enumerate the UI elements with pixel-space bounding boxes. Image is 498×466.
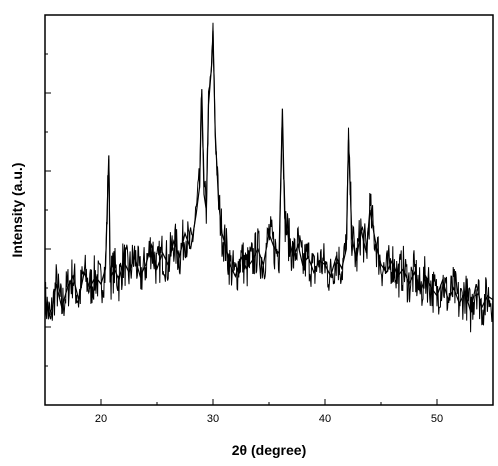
x-tick-label: 50 (431, 413, 443, 425)
x-tick-label: 40 (319, 413, 331, 425)
x-tick-label: 20 (95, 413, 107, 425)
plot-area (44, 14, 494, 406)
x-axis-title: 2θ (degree) (232, 442, 306, 458)
y-axis-title: Intensity (a.u.) (9, 163, 25, 258)
x-tick-labels: 20 30 40 50 (95, 413, 443, 425)
x-ticks (44, 399, 494, 405)
x-tick-label: 30 (207, 413, 219, 425)
y-ticks (45, 53, 51, 367)
intensity-series-line (44, 30, 494, 320)
